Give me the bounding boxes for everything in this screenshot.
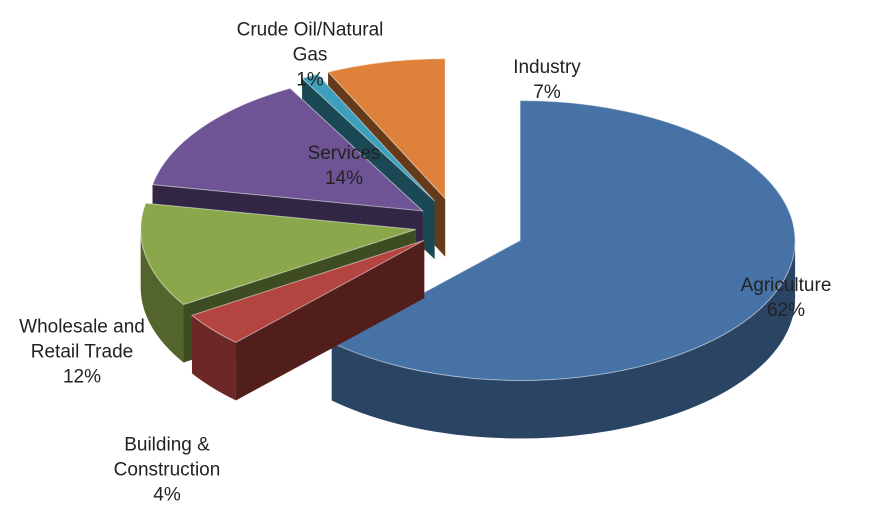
slice-category: Crude Oil/Natural Gas bbox=[236, 19, 384, 66]
slice-top bbox=[330, 99, 796, 381]
slice-category: Industry bbox=[513, 57, 581, 78]
slice-outer-side-shade bbox=[191, 315, 236, 401]
slice-outer-side-shade bbox=[331, 240, 796, 439]
slice-outer-side-shade bbox=[140, 229, 184, 363]
slice-label: Wholesale and Retail Trade 12% bbox=[0, 315, 170, 390]
slice-label: Services 14% bbox=[284, 141, 404, 191]
slice-value: 12% bbox=[62, 366, 102, 388]
slice-value: 62% bbox=[766, 300, 806, 321]
slice-top bbox=[327, 58, 446, 200]
slice-category: Wholesale and Retail Trade bbox=[19, 316, 145, 363]
slice-label: Building & Construction 4% bbox=[87, 433, 247, 508]
slice-value: 7% bbox=[533, 82, 561, 103]
slice bbox=[190, 239, 425, 401]
slice-value: 1% bbox=[296, 69, 324, 91]
slice-top bbox=[190, 239, 425, 343]
slice-label: Crude Oil/Natural Gas 1% bbox=[218, 18, 403, 93]
slice-radial-side-shade bbox=[191, 240, 425, 374]
slice-category: Services bbox=[307, 143, 381, 164]
slice-value: 14% bbox=[324, 168, 364, 189]
slice-top bbox=[301, 73, 435, 202]
slice-value: 4% bbox=[153, 484, 181, 506]
slice-outer-side bbox=[331, 240, 796, 439]
slice-outer-side bbox=[191, 315, 236, 401]
slice bbox=[330, 99, 796, 439]
slice-category: Building & Construction bbox=[113, 434, 221, 481]
slice-label: Agriculture 62% bbox=[686, 273, 886, 323]
slice-top bbox=[140, 202, 416, 306]
slice-top bbox=[151, 87, 425, 212]
slice-category: Agriculture bbox=[740, 275, 832, 296]
slice-label: Industry 7% bbox=[487, 55, 607, 105]
slice-outer-side bbox=[140, 229, 184, 363]
